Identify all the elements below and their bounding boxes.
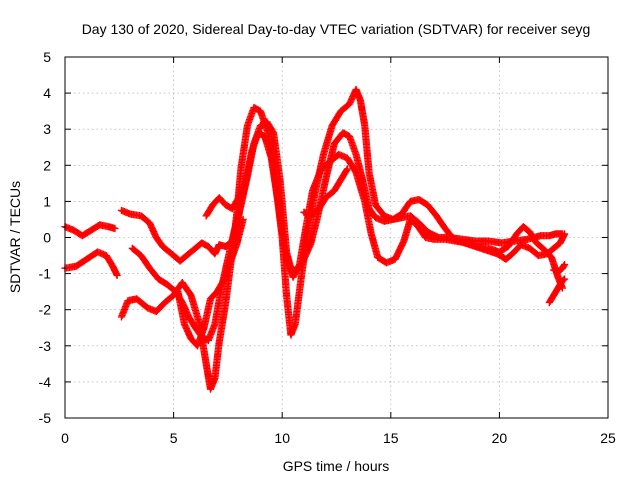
- series-track-f: [174, 215, 247, 350]
- data-point: [560, 262, 568, 270]
- data-point: [343, 165, 351, 173]
- data-point: [241, 179, 249, 187]
- series-track-h: [545, 275, 569, 307]
- y-tick-label: 0: [43, 230, 51, 246]
- y-tick-labels: -5 -4 -3 -2 -1 0 1 2 3 4 5: [39, 49, 52, 426]
- data-point: [559, 276, 568, 284]
- x-tick-label: 10: [274, 430, 290, 446]
- y-tick-label: 3: [43, 121, 51, 137]
- data-point: [111, 224, 119, 233]
- x-tick-label: 5: [170, 430, 178, 446]
- x-tick-label: 20: [492, 430, 508, 446]
- x-tick-label: 25: [600, 430, 616, 446]
- plot-frame: [64, 56, 609, 419]
- data-points: [61, 85, 569, 393]
- series-track-b: [61, 248, 121, 280]
- x-tick-label: 0: [61, 430, 69, 446]
- series-track-a: [61, 221, 119, 240]
- series-track-i: [550, 260, 569, 276]
- data-point: [113, 271, 121, 280]
- y-tick-label: -2: [39, 302, 52, 318]
- data-point: [560, 230, 569, 238]
- y-tick-label: -1: [39, 266, 52, 282]
- data-point: [342, 166, 351, 174]
- chart-title: Day 130 of 2020, Sidereal Day-to-day VTE…: [82, 21, 591, 37]
- y-tick-label: 2: [43, 157, 51, 173]
- y-tick-label: -3: [39, 338, 52, 354]
- x-tick-labels: 0 5 10 15 20 25: [61, 430, 616, 446]
- x-tick-label: 15: [383, 430, 399, 446]
- y-tick-label: 1: [43, 193, 51, 209]
- y-tick-label: -4: [39, 374, 52, 390]
- y-axis-label: SDTVAR / TECUs: [7, 181, 23, 293]
- data-point: [239, 215, 247, 224]
- data-point: [560, 275, 569, 283]
- series-track-g: [202, 179, 249, 220]
- y-tick-label: 5: [43, 49, 51, 65]
- x-axis-label: GPS time / hours: [283, 458, 390, 474]
- y-tick-label: 4: [43, 85, 51, 101]
- series-track-j: [300, 165, 351, 220]
- data-point: [560, 260, 569, 269]
- y-tick-label: -5: [39, 410, 52, 426]
